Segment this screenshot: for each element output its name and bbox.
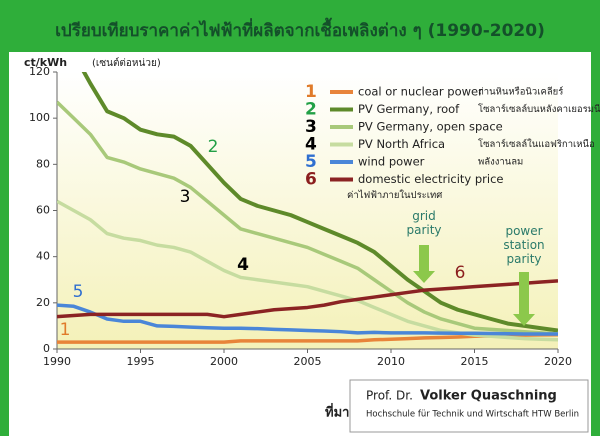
series-line <box>57 303 558 336</box>
legend-label-thai: โซลาร์เซลล์บนหลังคาเยอรมนี <box>478 103 600 115</box>
credit-affiliation: Hochschule für Technik und Wirtschaft HT… <box>366 410 579 420</box>
curve-label: 4 <box>237 255 249 275</box>
legend-label: coal or nuclear power <box>358 85 483 99</box>
legend-label: wind power <box>358 155 425 169</box>
legend-number: 2 <box>305 100 317 120</box>
x-tick-label: 1990 <box>43 355 71 368</box>
curve-label: 6 <box>455 263 466 283</box>
y-tick-label: 0 <box>43 342 50 355</box>
y-tick-label: 120 <box>29 65 50 78</box>
y-tick-label: 60 <box>36 204 50 217</box>
x-tick-label: 2000 <box>210 355 238 368</box>
y-axis-title-thai: (เซนต์ต่อหน่วย) <box>92 57 161 69</box>
y-tick-label: 100 <box>29 111 50 124</box>
y-tick-label: 20 <box>36 296 50 309</box>
series-line <box>57 199 558 342</box>
legend-label-thai: ค่าไฟฟ้าภายในประเทศ <box>347 189 442 201</box>
legend-label: domestic electricity price <box>358 172 504 186</box>
y-tick-label: 40 <box>36 250 50 263</box>
x-tick-label: 2010 <box>377 355 405 368</box>
legend-label: PV Germany, roof <box>358 102 460 116</box>
legend-label-thai: พลังงานลม <box>478 157 523 168</box>
credit-prefix: Prof. Dr. <box>366 389 413 403</box>
curve-label: 2 <box>208 137 219 157</box>
x-tick-label: 2020 <box>544 355 572 368</box>
y-axis-title: ct/kWh <box>24 56 67 69</box>
x-tick-label: 1995 <box>127 355 155 368</box>
curve-label: 3 <box>180 187 191 207</box>
x-tick-label: 2015 <box>461 355 489 368</box>
x-tick-label: 2005 <box>294 355 322 368</box>
series-line <box>57 100 558 336</box>
legend-label-thai: ถ่านหินหรือนิวเคลียร์ <box>478 86 563 98</box>
annotation-arrow <box>513 272 535 326</box>
series-line <box>81 72 558 333</box>
source-label: ที่มา <box>325 403 349 421</box>
legend-number: 6 <box>305 170 317 190</box>
lines <box>57 72 558 344</box>
credit-box <box>349 379 589 433</box>
annotation: grid parity <box>406 209 441 237</box>
curve-label: 1 <box>60 320 71 340</box>
series-line <box>57 279 558 319</box>
y-tick-label: 80 <box>36 157 50 170</box>
credit-name: Volker Quaschning <box>420 389 557 404</box>
legend-number: 4 <box>305 135 317 155</box>
legend-label: PV Germany, open space <box>358 120 503 134</box>
legend-label-thai: โซลาร์เซลล์ในแอฟริกาเหนือ <box>478 138 595 150</box>
annotation: power station parity <box>503 224 544 266</box>
legend-label: PV North Africa <box>358 137 445 151</box>
legend-number: 3 <box>305 117 317 137</box>
annotation-arrow <box>413 245 435 283</box>
curve-label: 5 <box>73 282 84 302</box>
legend-number: 1 <box>305 82 317 102</box>
plot-area <box>57 72 558 349</box>
chart-title: เปรียบเทียบราคาค่าไฟฟ้าที่ผลิตจากเชื้อเพ… <box>55 17 545 41</box>
legend-number: 5 <box>305 152 317 172</box>
